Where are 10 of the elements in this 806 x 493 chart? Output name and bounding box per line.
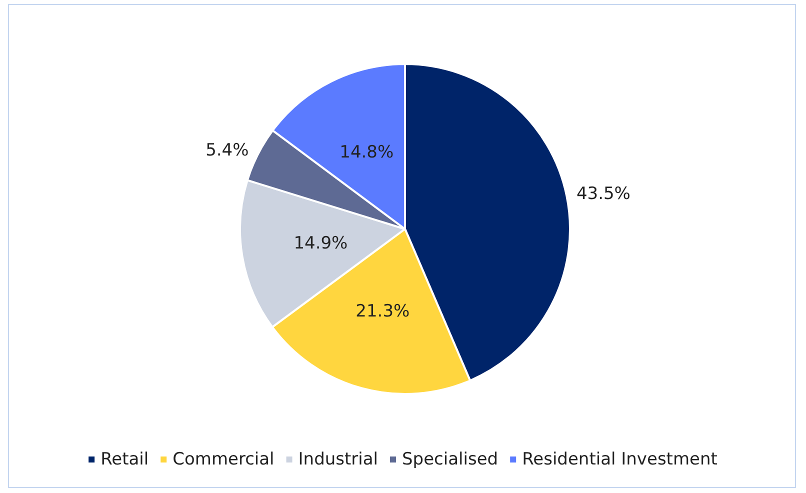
data-label: 21.3% <box>356 302 410 322</box>
legend-label: Specialised <box>402 450 498 470</box>
data-label: 5.4% <box>206 140 249 161</box>
data-label: 43.5% <box>576 184 630 204</box>
data-label: 14.9% <box>294 233 348 254</box>
data-label: 14.8% <box>340 142 394 163</box>
legend-label: Residential Investment <box>522 450 718 470</box>
legend-label: Industrial <box>298 450 378 470</box>
legend-label: Retail <box>100 450 149 470</box>
legend-label: Commercial <box>172 450 274 470</box>
